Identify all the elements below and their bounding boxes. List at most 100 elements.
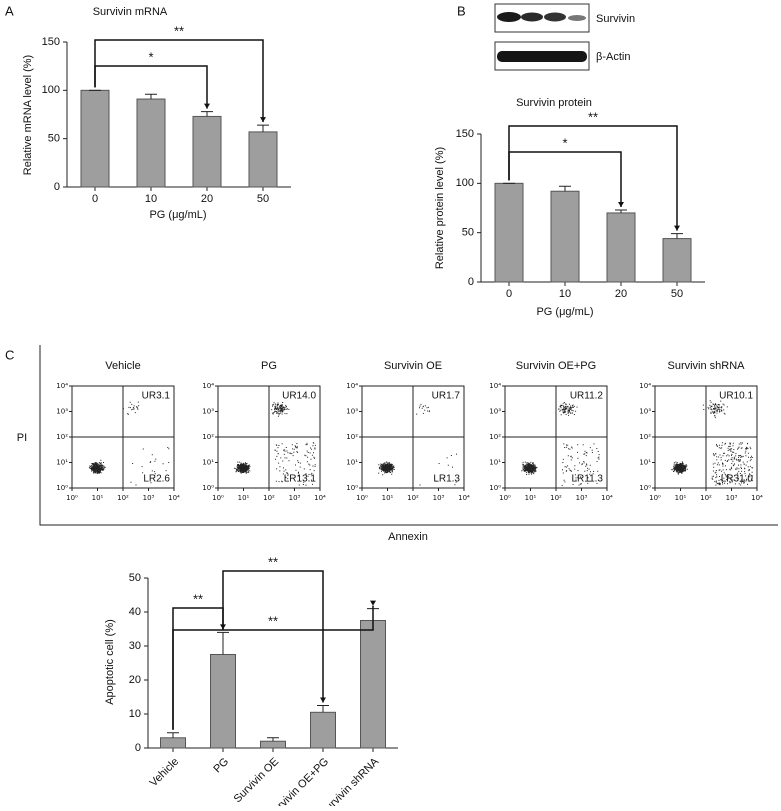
western-blot [494,3,590,71]
y-tick-label: 10⁰ [639,484,651,492]
x-axis-label: PG (μg/mL) [536,306,593,318]
y-tick-label: 10¹ [346,459,358,467]
panel-label: B [457,3,466,18]
bar [248,131,278,188]
bar [260,740,286,749]
y-tick-label: 10⁰ [56,484,68,492]
quadrant-label: UR10.1 [719,391,753,402]
y-tick-label: 50 [48,133,60,145]
y-tick-label: 10⁰ [346,484,358,492]
x-tick-label: 10 [145,193,157,205]
y-tick-label: 100 [456,177,474,189]
x-tick-label: 50 [257,193,269,205]
quadrant-label: UR14.0 [282,391,316,402]
plot-title: PG [261,360,277,372]
quadrant-label: LR31.0 [721,474,754,485]
x-axis-label: PG (μg/mL) [149,209,206,221]
bar [360,620,386,749]
bar [160,737,186,749]
y-tick-label: 40 [129,606,141,618]
bar [494,182,524,283]
quadrant-label: UR11.2 [570,391,604,402]
panel-label: A [5,3,14,18]
y-tick-label: 10² [639,433,651,441]
y-tick-label: 20 [129,674,141,686]
bracket-arrow [260,117,266,123]
y-axis-label: Apoptotic cell (%) [104,619,116,705]
x-tick-label: Survivin OE [232,756,282,806]
blot-band [568,15,586,21]
x-tick-label: 0 [506,288,512,300]
x-tick-label: 10 [559,288,571,300]
quadrant-label: UR3.1 [142,391,171,402]
quadrant-label: LR13.1 [284,474,317,485]
y-tick-label: 30 [129,640,141,652]
y-tick-label: 10⁴ [202,382,214,390]
y-tick-label: 10⁴ [346,382,358,390]
x-tick-label: 10⁴ [314,494,326,502]
x-tick-label: 10² [117,494,129,502]
quadrant-label: LR2.6 [143,474,170,485]
x-tick-label: 10¹ [382,494,394,502]
x-tick-label: PG [211,756,231,776]
x-tick-label: 10¹ [675,494,687,502]
x-tick-label: 10² [550,494,562,502]
quadrant-label: LR11.3 [571,474,603,485]
x-tick-label: 10⁰ [66,494,78,502]
quadrant-label: UR1.7 [432,391,461,402]
y-axis-label: Relative mRNA level (%) [22,55,34,175]
significance-bracket [222,570,324,703]
y-tick-label: 10³ [56,408,68,416]
y-tick-label: 10⁰ [489,484,501,492]
x-tick-label: 10⁴ [601,494,613,502]
chart-title: Survivin protein [516,97,592,109]
bar [80,89,110,188]
y-tick-label: 10¹ [56,459,68,467]
y-tick-label: 10² [346,433,358,441]
plot-title: Survivin OE+PG [516,360,596,372]
bar [192,115,222,188]
error-bar [217,631,229,655]
blot-label: β-Actin [596,51,630,63]
y-tick-label: 10¹ [202,459,214,467]
x-tick-label: 10³ [289,494,301,502]
bar [550,190,580,283]
x-tick-label: 10² [263,494,275,502]
y-tick-label: 10⁴ [639,382,651,390]
y-tick-label: 10 [129,708,141,720]
significance-label: * [562,135,567,150]
bracket-arrow [204,103,210,109]
y-tick-label: 10² [202,433,214,441]
y-tick-label: 10² [489,433,501,441]
significance-label: ** [268,613,278,628]
bar [606,212,636,283]
plot-title: Survivin shRNA [667,360,745,372]
x-tick-label: 10³ [726,494,738,502]
x-tick-label: 10² [407,494,419,502]
panel-label: C [5,347,14,362]
significance-label: ** [268,554,278,569]
x-tick-label: 10⁴ [458,494,470,502]
significance-label: ** [193,591,203,606]
y-axis-label: Relative protein level (%) [434,147,446,269]
x-tick-label: 50 [671,288,683,300]
error-bar [167,732,179,738]
event-cloud [234,402,316,486]
y-tick-label: 50 [462,227,474,239]
y-tick-label: 50 [129,572,141,584]
x-tick-label: 10⁰ [212,494,224,502]
panel-frame [39,345,778,526]
y-tick-label: 10⁰ [202,484,214,492]
x-axis-label: Annexin [388,531,428,543]
x-tick-label: 10⁰ [356,494,368,502]
y-tick-label: 0 [135,742,141,754]
blot-band [544,12,566,22]
x-tick-label: 10³ [143,494,155,502]
error-bar [145,93,157,100]
significance-bracket [508,125,678,231]
y-tick-label: 0 [54,181,60,193]
blot-band [497,51,587,62]
x-tick-label: 20 [615,288,627,300]
